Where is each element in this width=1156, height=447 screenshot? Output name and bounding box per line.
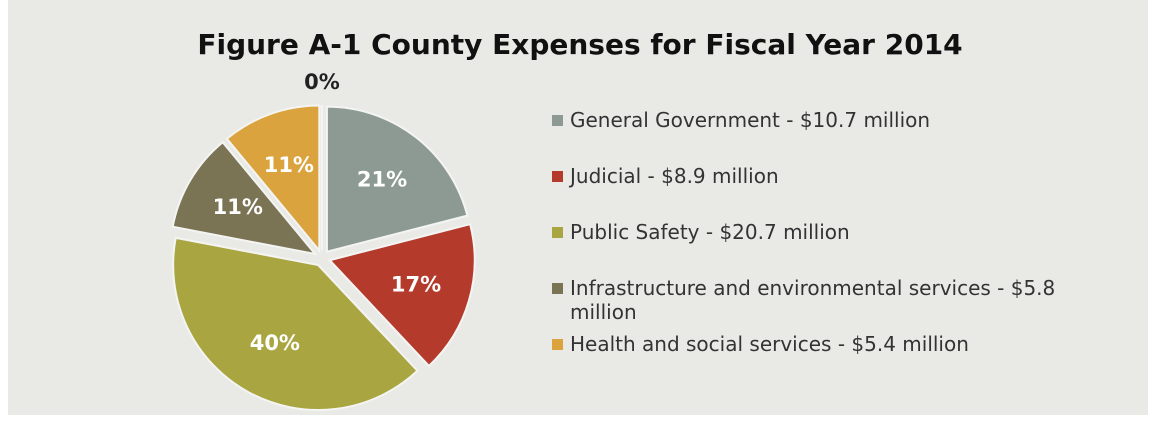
legend-item: Public Safety - $20.7 million [552,220,850,244]
legend-item: General Government - $10.7 million [552,108,930,132]
legend-label: Public Safety - $20.7 million [570,220,850,244]
slice-label: 11% [213,195,263,219]
legend-label: Infrastructure and environmental service… [570,276,1056,324]
slice-label: 17% [391,272,441,296]
legend-label: Judicial - $8.9 million [570,164,779,188]
slice-label: 21% [357,168,407,192]
pie-slice [172,236,419,412]
legend-swatch [552,171,563,182]
legend-swatch [552,227,563,238]
legend-item: Health and social services - $5.4 millio… [552,332,969,356]
pie-slice [171,140,318,256]
pie-slice [225,104,321,254]
legend-swatch [552,283,563,294]
pie-slice [327,222,476,368]
slice-label: 0% [304,70,340,94]
legend-swatch [552,115,563,126]
legend-item: Judicial - $8.9 million [552,164,779,188]
legend-swatch [552,339,563,350]
legend-label: General Government - $10.7 million [570,108,931,132]
slice-label: 11% [264,153,314,177]
pie-slice [325,105,469,253]
slice-label: 40% [250,331,300,355]
legend-item: Infrastructure and environmental service… [552,276,1112,324]
legend-label: Health and social services - $5.4 millio… [570,332,969,356]
chart-title: Figure A-1 County Expenses for Fiscal Ye… [197,28,962,61]
